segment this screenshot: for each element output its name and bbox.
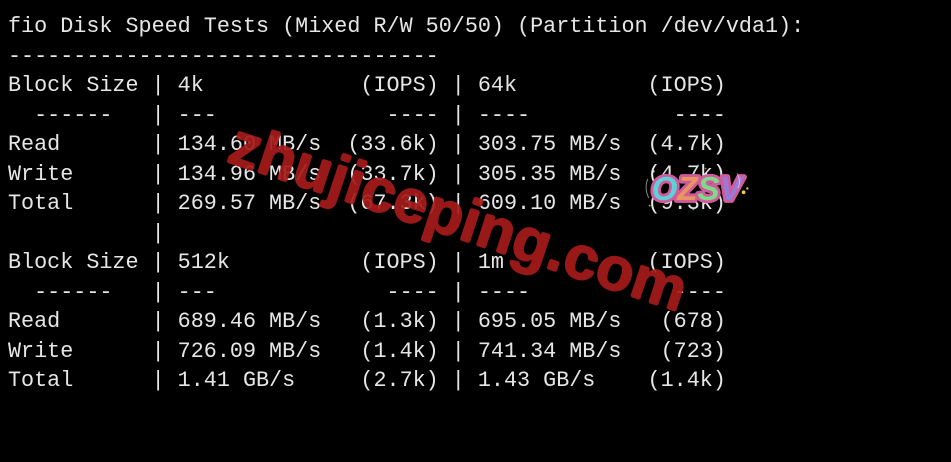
svg-text:V: V [720, 171, 745, 208]
svg-text:O: O [652, 171, 678, 208]
svg-text:Z: Z [676, 171, 699, 208]
svg-text:S: S [697, 171, 719, 208]
